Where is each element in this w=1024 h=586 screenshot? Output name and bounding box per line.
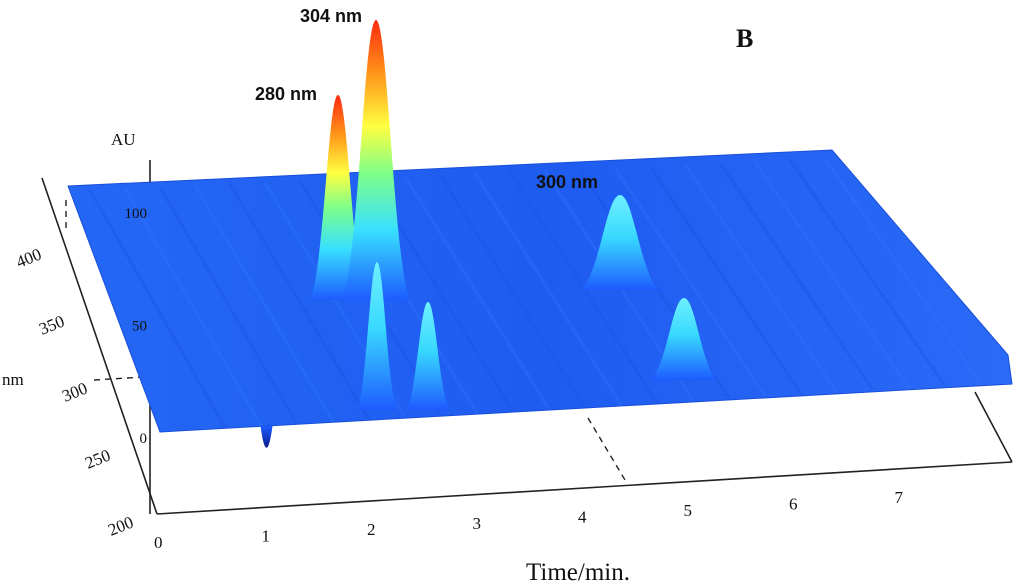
floor-right-edge xyxy=(974,391,1013,463)
au-tick-label: 0 xyxy=(140,431,148,447)
surface-streak xyxy=(403,175,551,410)
wavelength-tick-label: 350 xyxy=(36,312,67,339)
surface-streak xyxy=(683,163,839,394)
panel-label: B xyxy=(736,24,753,53)
surface-streak xyxy=(648,165,803,396)
au-tick-label: 50 xyxy=(132,319,147,335)
surface-streak xyxy=(718,162,875,392)
surface-streak xyxy=(788,159,947,387)
peak-label: 300 nm xyxy=(536,172,598,192)
minor-peak xyxy=(650,298,718,380)
minor-peak xyxy=(357,262,397,410)
au-tick-labels: 0 50 100 xyxy=(125,206,148,447)
peak-label: 280 nm xyxy=(255,84,317,104)
surface-streak xyxy=(823,157,983,385)
surface-plane xyxy=(67,149,1013,433)
time-tick-label: 7 xyxy=(895,488,904,507)
time-tick-label: 2 xyxy=(367,520,376,539)
time-tick-labels: 0 1 2 3 4 5 6 7 xyxy=(154,488,904,552)
surface-streak xyxy=(88,189,227,429)
time-axis-label: Time/min. xyxy=(526,559,630,586)
peak-label: 304 nm xyxy=(300,6,362,26)
minor-peak xyxy=(406,302,450,410)
time-tick-label: 5 xyxy=(684,501,693,520)
surface-streak xyxy=(473,172,623,406)
wavelength-axis-line xyxy=(41,177,158,515)
negative-dip xyxy=(260,426,273,448)
surface-streak xyxy=(753,160,911,389)
surface-streak xyxy=(228,183,371,421)
peak-labels: 280 nm 304 nm 300 nm xyxy=(255,6,598,192)
time-axis-line xyxy=(156,461,1013,515)
wavelength-tick-label: 250 xyxy=(82,446,113,473)
time-tick-label: 4 xyxy=(578,507,587,526)
wavelength-axis-label: nm xyxy=(2,370,24,389)
peak-304nm xyxy=(342,20,410,300)
surface-streak xyxy=(158,186,299,425)
surface-area xyxy=(67,149,1013,433)
surface-streak xyxy=(438,174,587,408)
surface-streak xyxy=(193,184,335,423)
time-tick-label: 6 xyxy=(789,495,798,514)
peak-300nm xyxy=(580,195,660,290)
au-axis-label: AU xyxy=(111,130,136,149)
time-tick-label: 0 xyxy=(154,533,163,552)
surface-streak xyxy=(123,187,263,427)
au-tick-label: 100 xyxy=(125,206,148,222)
peaks-group xyxy=(260,20,718,448)
time-tick-label: 3 xyxy=(473,514,482,533)
time-tick-label: 1 xyxy=(262,527,271,546)
wavelength-tick-label: 400 xyxy=(13,245,44,272)
wavelength-tick-label: 300 xyxy=(59,379,90,406)
floor-dashed-guide-time xyxy=(587,417,626,481)
wavelength-tick-label: 200 xyxy=(105,513,136,540)
surface-streak xyxy=(613,166,767,398)
